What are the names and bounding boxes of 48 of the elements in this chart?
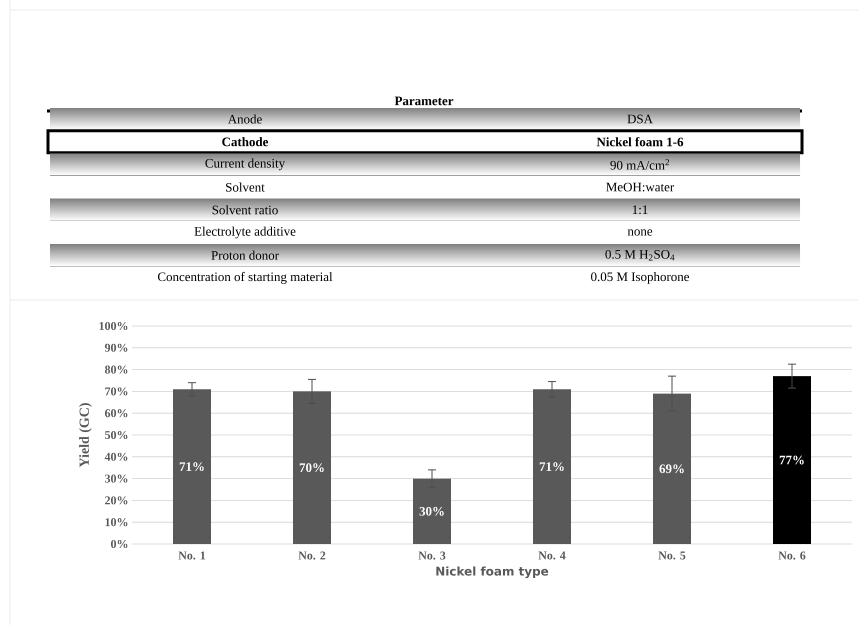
x-tick-label: No. 5 (658, 552, 686, 560)
text: Nickel foam 1-6 (596, 137, 684, 146)
text: 1:1 (632, 205, 648, 214)
data-label: 70% (300, 463, 324, 472)
y-tick-label: 70% (105, 387, 128, 396)
data-label: 30% (420, 506, 444, 516)
text: Parameter (394, 96, 454, 106)
y-tick-label: 0% (111, 540, 128, 548)
data-label: 71% (540, 462, 564, 471)
x-axis-title: Nickel foam type (436, 566, 548, 578)
y-tick-label: 100% (100, 322, 128, 330)
text: Proton donor (211, 250, 279, 260)
y-tick-label: 90% (104, 344, 128, 352)
text: Solvent (226, 182, 265, 192)
x-tick-label: No. 2 (298, 552, 326, 560)
text: Anode (228, 114, 262, 124)
y-tick-label: 10% (106, 518, 128, 526)
x-tick-label: No. 6 (778, 552, 806, 560)
bar (773, 376, 812, 544)
text: MeOH:water (606, 182, 674, 192)
y-axis-title: Yield (GC) (79, 403, 92, 468)
data-label: 77% (780, 456, 804, 464)
y-tick-label: 20% (105, 496, 128, 504)
y-tick-label: 80% (104, 366, 128, 374)
bar (413, 478, 452, 544)
text: Solvent ratio (212, 205, 278, 214)
text: none (628, 229, 652, 236)
text: Electrolyte additive (194, 226, 296, 238)
bar (653, 394, 692, 544)
text: DSA (627, 114, 653, 124)
text: Current density (205, 158, 286, 170)
data-label: 71% (180, 462, 204, 471)
bar (173, 389, 211, 544)
x-tick-label: No. 4 (538, 552, 566, 560)
y-tick-label: 40% (104, 452, 128, 461)
y-tick-label: 30% (105, 474, 128, 483)
bar (533, 389, 572, 544)
text: 90 mA/cm$^{2}$ (610, 159, 670, 170)
text: Cathode (222, 137, 268, 146)
y-tick-label: 60% (104, 409, 128, 418)
x-tick-label: No. 1 (178, 552, 206, 560)
x-tick-label: No. 3 (418, 552, 446, 560)
bar (293, 391, 332, 544)
text: 0.5 M H$_{2}$SO$_{4}$ (605, 250, 674, 260)
y-tick-label: 50% (105, 430, 128, 440)
text: 0.05 M Isophorone (591, 272, 690, 284)
data-label: 69% (659, 464, 684, 474)
text: Concentration of starting material (158, 272, 332, 284)
